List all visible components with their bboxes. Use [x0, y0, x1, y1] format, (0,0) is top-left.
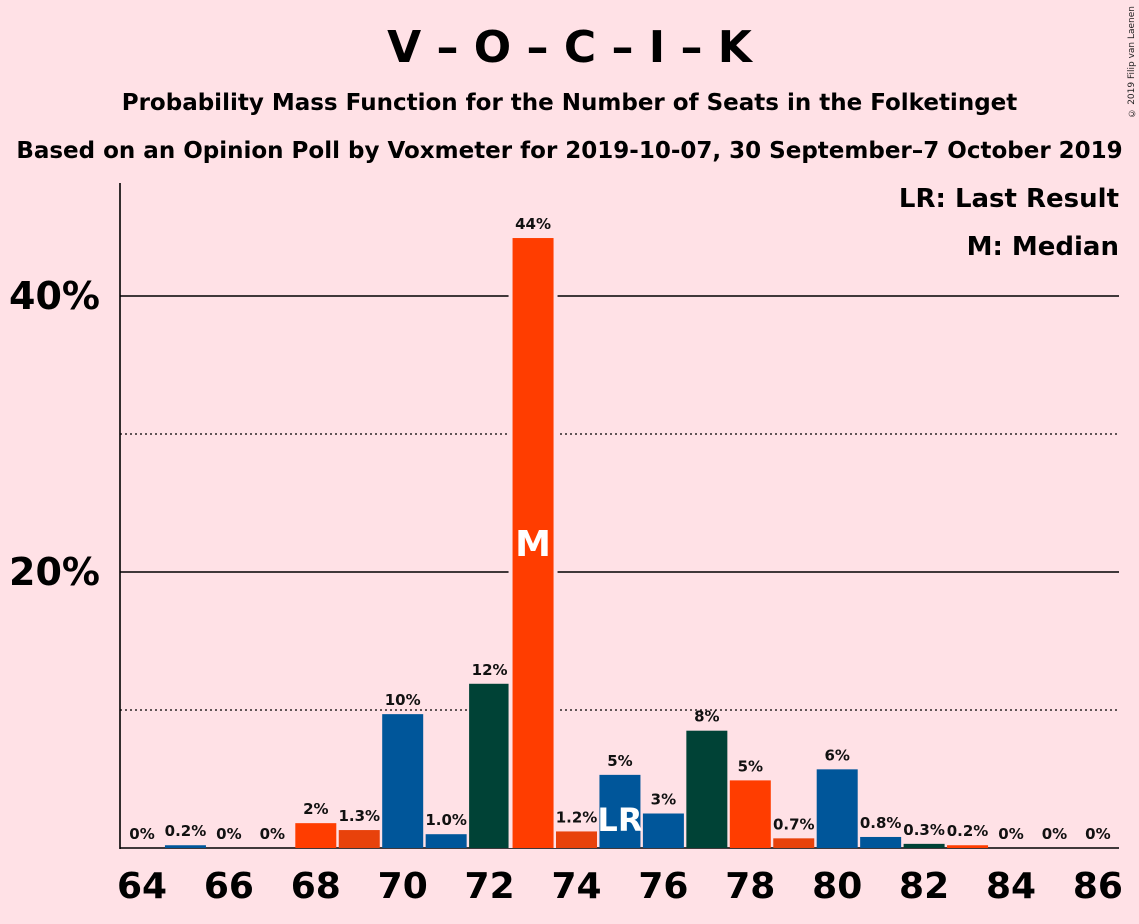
bar-68 — [295, 823, 337, 848]
data-label-70: 10% — [385, 691, 421, 709]
x-tick-label: 72 — [465, 866, 515, 907]
x-tick-label: 78 — [725, 866, 775, 907]
data-label-84: 0% — [998, 825, 1023, 843]
bar-82 — [903, 843, 945, 848]
data-label-78: 5% — [738, 757, 763, 775]
x-tick-label: 66 — [204, 866, 254, 907]
y-tick-label: 40% — [9, 274, 100, 318]
chart-title: V – O – C – I – K — [387, 22, 752, 73]
bar-73 — [512, 238, 554, 849]
bar-76 — [642, 813, 684, 848]
x-tick-label: 84 — [986, 866, 1036, 907]
data-label-65: 0.2% — [165, 822, 207, 840]
bar-75 — [599, 774, 641, 848]
x-tick-label: 70 — [378, 866, 428, 907]
legend-last-result: LR: Last Result — [898, 184, 1119, 214]
data-label-74: 1.2% — [556, 808, 598, 826]
data-label-86: 0% — [1085, 825, 1110, 843]
data-label-79: 0.7% — [773, 815, 815, 833]
bar-70 — [382, 714, 424, 848]
bar-74 — [556, 831, 597, 848]
data-label-67: 0% — [260, 825, 285, 843]
data-label-77: 8% — [694, 708, 719, 726]
x-tick-label: 64 — [117, 866, 167, 907]
x-tick-label: 80 — [812, 866, 862, 907]
bar-69 — [338, 830, 380, 848]
data-label-72: 12% — [472, 661, 508, 679]
data-label-83: 0.2% — [947, 822, 989, 840]
legend-median: M: Median — [966, 232, 1119, 262]
x-tick-label: 86 — [1073, 866, 1123, 907]
bar-65 — [164, 845, 206, 848]
data-label-66: 0% — [216, 825, 241, 843]
bar-79 — [773, 838, 815, 848]
last-result-marker: LR — [597, 801, 642, 839]
median-marker: M — [515, 524, 551, 565]
chart-subtitle: Probability Mass Function for the Number… — [121, 90, 1018, 116]
data-label-80: 6% — [824, 746, 849, 764]
x-tick-label: 68 — [291, 866, 341, 907]
bar-77 — [686, 730, 728, 848]
y-tick-label: 20% — [9, 550, 100, 594]
x-tick-label: 82 — [899, 866, 949, 907]
bar-81 — [860, 836, 902, 848]
data-label-68: 2% — [303, 800, 328, 818]
bar-83 — [947, 845, 989, 848]
bar-78 — [729, 780, 771, 848]
data-label-69: 1.3% — [338, 807, 380, 825]
data-label-81: 0.8% — [860, 814, 902, 832]
data-label-71: 1.0% — [425, 811, 467, 829]
x-tick-label: 74 — [551, 866, 601, 907]
data-label-82: 0.3% — [903, 821, 945, 839]
data-label-73: 44% — [515, 215, 551, 233]
data-label-75: 5% — [607, 752, 632, 770]
data-label-85: 0% — [1042, 825, 1067, 843]
bar-80 — [816, 769, 858, 848]
bar-71 — [425, 834, 467, 848]
bar-72 — [469, 683, 511, 848]
chart-source-line: Based on an Opinion Poll by Voxmeter for… — [16, 138, 1123, 164]
x-tick-label: 76 — [638, 866, 688, 907]
data-label-76: 3% — [651, 791, 676, 809]
data-label-64: 0% — [129, 825, 154, 843]
